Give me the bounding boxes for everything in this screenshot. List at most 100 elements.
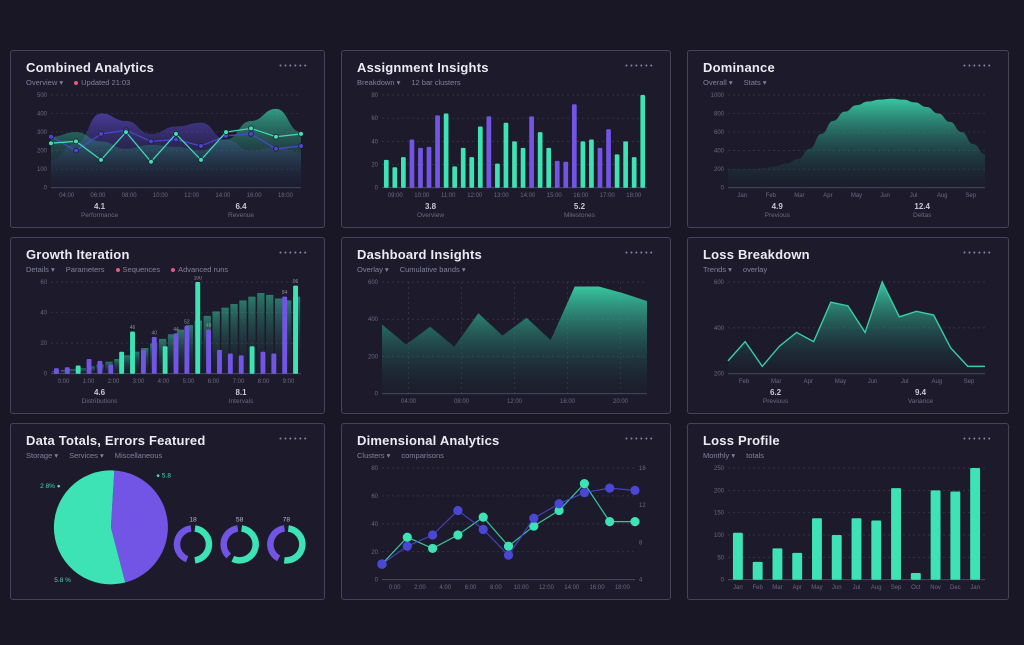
- card-title: Loss Breakdown: [703, 247, 810, 262]
- card-filter[interactable]: overlay: [742, 265, 768, 275]
- card-title: Dashboard Insights: [357, 247, 482, 262]
- card-menu-button[interactable]: ••••••: [963, 63, 993, 70]
- svg-text:48: 48: [206, 323, 212, 329]
- svg-text:6:00: 6:00: [208, 380, 220, 386]
- svg-text:2:00: 2:00: [414, 586, 426, 592]
- card-filter[interactable]: Storage ▾: [26, 451, 59, 461]
- card-subtitle: Trends ▾ overlay: [703, 265, 993, 274]
- svg-text:200: 200: [714, 372, 725, 378]
- svg-text:Nov: Nov: [930, 586, 941, 592]
- card-filter[interactable]: comparisons: [401, 451, 444, 461]
- card-subtitle: Breakdown ▾ 12 bar clusters: [357, 78, 655, 87]
- svg-text:10:00: 10:00: [414, 194, 430, 200]
- svg-text:5:00: 5:00: [183, 380, 195, 386]
- legend-dot-icon: [115, 267, 120, 272]
- card-filter[interactable]: Overview ▾: [26, 78, 64, 88]
- svg-text:50: 50: [717, 556, 724, 562]
- card-stat: 4.1 Performance: [81, 202, 118, 219]
- svg-text:6:00: 6:00: [465, 586, 477, 592]
- card-title: Assignment Insights: [357, 60, 489, 75]
- card-menu-button[interactable]: ••••••: [625, 63, 655, 70]
- card-stat: 8.1 Intervals: [229, 388, 254, 405]
- card-header: Dominance ••••••: [703, 60, 993, 75]
- svg-text:09:00: 09:00: [388, 194, 404, 200]
- chart-card-4: Growth Iteration •••••• Details ▾ Paramet…: [10, 237, 325, 414]
- svg-text:60: 60: [40, 280, 47, 286]
- card-footers: 6.2 Previous 9.4 Variance: [703, 387, 993, 407]
- card-filter[interactable]: totals: [746, 451, 765, 461]
- chart-card-7: Data Totals, Errors Featured •••••• Stor…: [10, 423, 325, 600]
- card-filter[interactable]: Updated 21:03: [74, 78, 130, 87]
- svg-text:Jul: Jul: [901, 380, 909, 386]
- svg-text:16:00: 16:00: [573, 194, 589, 200]
- svg-text:84: 84: [282, 290, 288, 296]
- card-menu-button[interactable]: ••••••: [625, 436, 655, 443]
- stat-value: 9.4: [914, 388, 927, 397]
- card-filter[interactable]: Monthly ▾: [703, 451, 736, 461]
- card-filter[interactable]: Sequences: [115, 265, 160, 274]
- svg-text:400: 400: [714, 149, 725, 155]
- card-menu-button[interactable]: ••••••: [279, 436, 309, 443]
- card-footers: 4.6 Distributions 8.1 Intervals: [26, 387, 309, 407]
- card-menu-button[interactable]: ••••••: [279, 250, 309, 257]
- svg-text:Mar: Mar: [771, 380, 781, 386]
- card-title: Combined Analytics: [26, 60, 155, 75]
- svg-text:46: 46: [130, 325, 136, 331]
- card-filter[interactable]: Stats ▾: [743, 78, 767, 88]
- card-filter[interactable]: Overlay ▾: [357, 265, 389, 275]
- svg-text:Feb: Feb: [739, 380, 750, 386]
- legend-dot-icon: [171, 267, 176, 272]
- svg-text:Apr: Apr: [804, 380, 813, 386]
- svg-text:0: 0: [44, 372, 48, 378]
- svg-text:80: 80: [371, 93, 378, 99]
- card-chart: 600 400 200 0 04:00 08:00 12:00 16:00 20:00: [368, 280, 647, 406]
- svg-text:Feb: Feb: [752, 586, 763, 592]
- svg-text:Aug: Aug: [937, 194, 948, 200]
- card-stat: 6.2 Previous: [763, 388, 788, 405]
- card-filter[interactable]: Miscellaneous: [114, 451, 163, 461]
- card-filter[interactable]: Services ▾: [69, 451, 104, 461]
- svg-text:3:00: 3:00: [133, 380, 145, 386]
- chart-card-3: Dominance •••••• Overall ▾ Stats ▾ 1000 80…: [687, 50, 1009, 228]
- card-filter[interactable]: Cumulative bands ▾: [399, 265, 466, 275]
- stat-label: Variance: [907, 398, 934, 405]
- svg-text:40: 40: [151, 331, 157, 337]
- card-subtitle: Overview ▾ Updated 21:03: [26, 78, 309, 87]
- card-chart: 2 8% ● ● 5.8 5.8 % 18 58 78: [40, 470, 306, 585]
- card-filter[interactable]: 12 bar clusters: [411, 78, 461, 88]
- stat-label: Performance: [80, 212, 119, 219]
- svg-text:Mar: Mar: [772, 586, 782, 592]
- svg-text:14:00: 14:00: [520, 194, 536, 200]
- card-menu-button[interactable]: ••••••: [625, 250, 655, 257]
- card-filter[interactable]: Parameters: [65, 265, 105, 275]
- svg-text:15:00: 15:00: [547, 194, 563, 200]
- card-menu-button[interactable]: ••••••: [963, 436, 993, 443]
- stat-value: 3.8: [424, 202, 437, 211]
- card-header: Loss Breakdown ••••••: [703, 247, 993, 262]
- svg-text:Sep: Sep: [964, 380, 975, 386]
- card-filter[interactable]: Clusters ▾: [357, 451, 391, 461]
- svg-text:Jun: Jun: [868, 380, 878, 386]
- card-menu-button[interactable]: ••••••: [963, 250, 993, 257]
- card-chart: 80 60 40 20 0 09:00 10:00 11:00 12:00 13:00 14:00 1…: [371, 93, 647, 200]
- svg-text:0: 0: [721, 578, 725, 584]
- card-filter[interactable]: Details ▾: [26, 265, 55, 275]
- svg-text:16:00: 16:00: [560, 400, 576, 406]
- svg-text:08:00: 08:00: [122, 194, 138, 200]
- card-filter[interactable]: Breakdown ▾: [357, 78, 401, 88]
- card-filter[interactable]: Overall ▾: [703, 78, 733, 88]
- chart-card-9: Loss Profile •••••• Monthly ▾ totals 250 2…: [687, 423, 1009, 600]
- svg-text:400: 400: [714, 326, 725, 332]
- svg-text:20: 20: [371, 550, 378, 556]
- card-title: Loss Profile: [703, 433, 780, 448]
- card-filter[interactable]: Trends ▾: [703, 265, 732, 275]
- card-filter[interactable]: Advanced runs: [171, 265, 228, 274]
- card-stat: 9.4 Variance: [908, 388, 933, 405]
- card-title: Dominance: [703, 60, 775, 75]
- stat-value: 12.4: [914, 202, 930, 211]
- chart-card-8: Dimensional Analytics •••••• Clusters ▾ c…: [341, 423, 671, 600]
- stat-value: 6.4: [235, 202, 247, 211]
- card-chart: 80 60 40 20 0 16 12 8 4 0:00 2:00 4:00 6:00 8:00 10:00…: [371, 466, 646, 592]
- card-menu-button[interactable]: ••••••: [279, 63, 309, 70]
